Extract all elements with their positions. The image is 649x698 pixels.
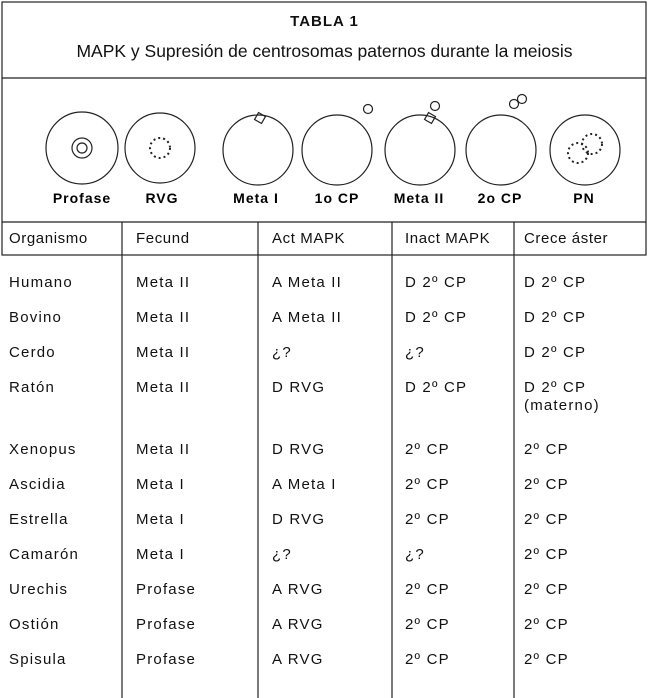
cell: 2º CP <box>524 616 569 633</box>
cell: 2º CP <box>405 581 450 598</box>
stage-label: 1o CP <box>315 190 360 206</box>
cell: 2º CP <box>524 651 569 668</box>
cell: Profase <box>136 651 197 668</box>
cell: D 2º CP (materno) <box>524 379 600 414</box>
cell: 2º CP <box>524 476 569 493</box>
cell: A RVG <box>272 651 324 668</box>
cell: Meta II <box>136 274 191 291</box>
cell: 2º CP <box>524 441 569 458</box>
column-header: Act MAPK <box>272 230 346 247</box>
cell: Xenopus <box>9 441 77 458</box>
cell: Meta II <box>136 309 191 326</box>
cell: 2º CP <box>405 476 450 493</box>
cell: Camarón <box>9 546 80 563</box>
cell: D RVG <box>272 379 326 396</box>
cell: D 2º CP <box>405 309 468 326</box>
cell: 2º CP <box>405 616 450 633</box>
cell: Humano <box>9 274 73 291</box>
cell: A RVG <box>272 616 324 633</box>
cell: D 2º CP <box>524 309 587 326</box>
cell: Urechis <box>9 581 69 598</box>
cell: D 2º CP <box>524 274 587 291</box>
cell: Ratón <box>9 379 56 396</box>
cell: Spisula <box>9 651 67 668</box>
cell: A Meta II <box>272 309 342 326</box>
cell: Meta I <box>136 511 185 528</box>
cell: Ascidia <box>9 476 66 493</box>
cell: Profase <box>136 581 197 598</box>
cell: Meta II <box>136 379 191 396</box>
cell: Bovino <box>9 309 63 326</box>
column-header: Crece áster <box>524 230 609 247</box>
cell: 2º CP <box>405 511 450 528</box>
cell: Meta I <box>136 546 185 563</box>
stage-label: Profase <box>53 190 111 206</box>
cell: 2º CP <box>524 511 569 528</box>
cell: 2º CP <box>524 546 569 563</box>
stage-label: PN <box>573 190 594 206</box>
cell: Profase <box>136 616 197 633</box>
cell: Ostión <box>9 616 60 633</box>
stage-label: Meta II <box>394 190 445 206</box>
cell: A Meta II <box>272 274 342 291</box>
stage-label: Meta I <box>233 190 279 206</box>
table-title: TABLA 1 <box>290 13 359 30</box>
cell: D RVG <box>272 511 326 528</box>
stage-label: 2o CP <box>478 190 523 206</box>
cell: Meta I <box>136 476 185 493</box>
cell: 2º CP <box>524 581 569 598</box>
cell: A Meta I <box>272 476 337 493</box>
cell: ¿? <box>405 344 425 361</box>
cell: 2º CP <box>405 441 450 458</box>
cell: D 2º CP <box>405 379 468 396</box>
cell: D 2º CP <box>405 274 468 291</box>
cell: ¿? <box>405 546 425 563</box>
cell: 2º CP <box>405 651 450 668</box>
cell: ¿? <box>272 546 292 563</box>
column-header: Organismo <box>9 230 88 247</box>
column-header: Fecund <box>136 230 190 247</box>
cell: D RVG <box>272 441 326 458</box>
cell: Meta II <box>136 441 191 458</box>
cell: Meta II <box>136 344 191 361</box>
cell: ¿? <box>272 344 292 361</box>
cell: A RVG <box>272 581 324 598</box>
cell: Estrella <box>9 511 69 528</box>
column-header: Inact MAPK <box>405 230 491 247</box>
cell: D 2º CP <box>524 344 587 361</box>
table-subtitle: MAPK y Supresión de centrosomas paternos… <box>76 41 573 61</box>
cell: Cerdo <box>9 344 56 361</box>
stage-label: RVG <box>145 190 178 206</box>
